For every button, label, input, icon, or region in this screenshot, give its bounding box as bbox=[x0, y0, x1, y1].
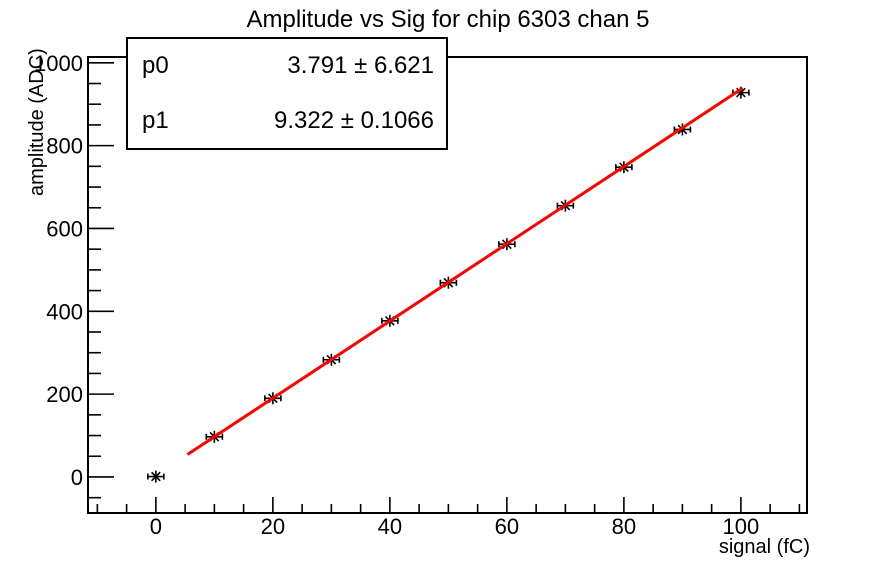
param-name: p1 bbox=[142, 106, 169, 134]
param-value: 9.322 ± 0.1066 bbox=[274, 106, 434, 134]
y-tick-label: 800 bbox=[46, 134, 83, 159]
y-tick-label: 0 bbox=[71, 465, 83, 490]
fit-stats-box: p0 3.791 ± 6.621 p1 9.322 ± 0.1066 bbox=[126, 37, 448, 150]
x-tick-label: 40 bbox=[378, 514, 402, 539]
y-tick-label: 400 bbox=[46, 299, 83, 324]
fit-line bbox=[186, 86, 744, 456]
param-value: 3.791 ± 6.621 bbox=[287, 52, 434, 80]
x-axis-title: signal (fC) bbox=[719, 536, 810, 558]
x-tick-label: 100 bbox=[723, 514, 760, 539]
y-tick-label: 600 bbox=[46, 216, 83, 241]
y-axis-title: amplitude (ADC) bbox=[26, 48, 48, 196]
param-name: p0 bbox=[142, 52, 169, 80]
stats-row-p0: p0 3.791 ± 6.621 bbox=[128, 39, 446, 94]
x-tick-label: 60 bbox=[495, 514, 519, 539]
stats-row-p1: p1 9.322 ± 0.1066 bbox=[128, 94, 446, 149]
y-tick-label: 200 bbox=[46, 382, 83, 407]
x-tick-label: 0 bbox=[150, 514, 162, 539]
x-tick-label: 80 bbox=[612, 514, 636, 539]
y-tick-label: 1000 bbox=[34, 51, 83, 76]
x-tick-label: 20 bbox=[261, 514, 285, 539]
chart-title: Amplitude vs Sig for chip 6303 chan 5 bbox=[246, 6, 650, 33]
